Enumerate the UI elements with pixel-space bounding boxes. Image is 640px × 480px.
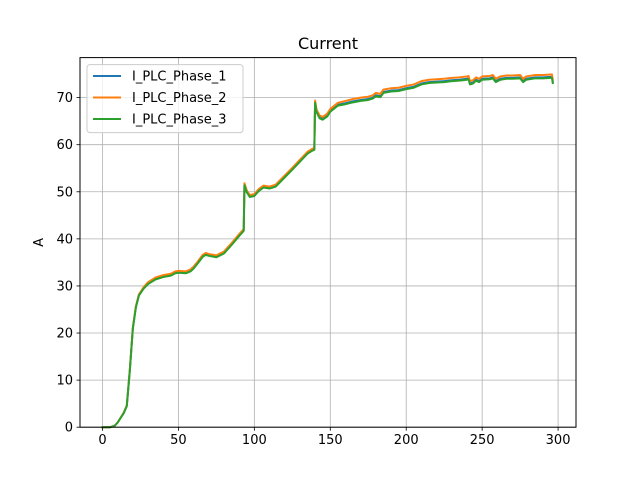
legend: I_PLC_Phase_1 I_PLC_Phase_2 I_PLC_Phase_3: [86, 64, 244, 134]
x-tick-label: 300: [546, 433, 571, 448]
series-lines: [101, 73, 554, 429]
y-tick-label: 60: [56, 138, 73, 153]
y-axis-label: A: [32, 238, 47, 247]
x-tick-label: 150: [318, 433, 343, 448]
legend-label: I_PLC_Phase_2: [132, 91, 227, 106]
legend-label: I_PLC_Phase_3: [132, 113, 227, 128]
legend-box: [86, 64, 244, 134]
y-tick-label: 40: [56, 232, 73, 247]
y-tick-label: 30: [56, 279, 73, 294]
plot-frame: [79, 57, 577, 428]
y-tick-label: 20: [56, 327, 73, 342]
chart-title: Current: [298, 34, 358, 53]
x-tick-label: 100: [242, 433, 267, 448]
y-tick-label: 10: [56, 374, 73, 389]
x-tick-label: 200: [394, 433, 419, 448]
legend-label: I_PLC_Phase_1: [132, 70, 227, 85]
x-tick-label: 250: [470, 433, 495, 448]
series-line-i-plc-phase-3: [101, 76, 554, 429]
axis-ticks: 0 50 100 150 200 250 300 0 10 20 30 40 50 60 70: [56, 91, 570, 448]
y-tick-label: 70: [56, 91, 73, 106]
x-tick-label: 50: [170, 433, 187, 448]
x-tick-label: 0: [98, 433, 106, 448]
y-tick-label: 50: [56, 185, 73, 200]
y-tick-label: 0: [65, 421, 73, 436]
